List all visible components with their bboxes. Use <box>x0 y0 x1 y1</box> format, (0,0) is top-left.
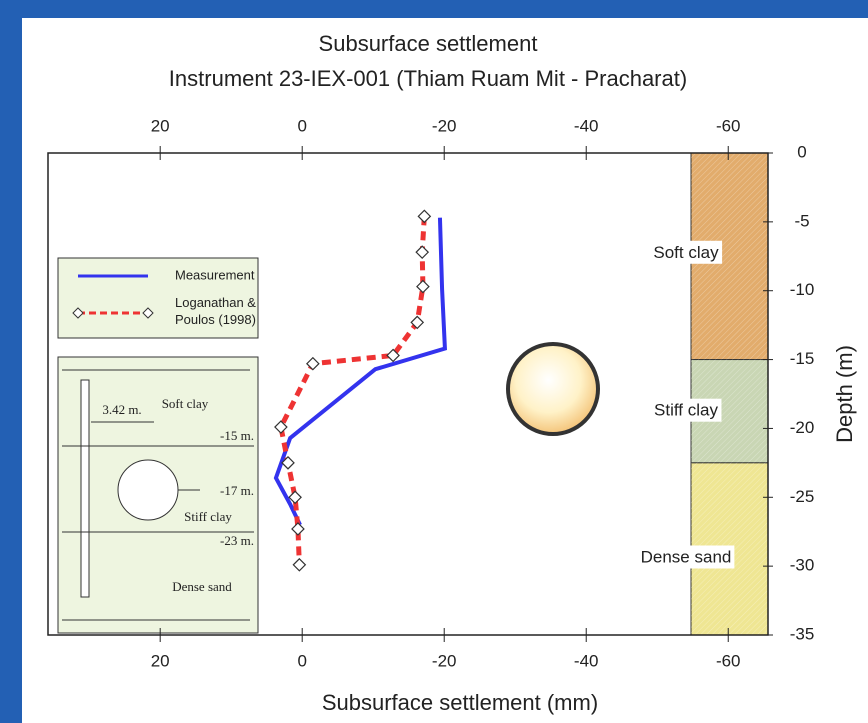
inset-label: Dense sand <box>172 579 232 594</box>
y-tick-label: -25 <box>790 487 815 506</box>
inset: Soft clay 3.42 m. -15 m. -17 m. Stiff cl… <box>57 356 259 634</box>
marker <box>386 348 400 363</box>
x-tick-label: -20 <box>432 116 457 135</box>
marker <box>292 557 307 572</box>
inset-label: Stiff clay <box>184 509 232 524</box>
y-tick-label: 0 <box>797 142 806 161</box>
marker <box>274 420 288 434</box>
y-tick-label: -20 <box>790 418 815 437</box>
soil-label: Stiff clay <box>654 401 718 420</box>
inset-label: Soft clay <box>162 396 209 411</box>
x-tick-label: -40 <box>574 116 599 135</box>
x-tick-label: -20 <box>432 651 457 670</box>
y-tick-label: -35 <box>790 624 815 643</box>
x-tick-label: -60 <box>716 651 741 670</box>
chart-title: Instrument 23-IEX-001 (Thiam Ruam Mit - … <box>169 66 687 91</box>
inset-label: -23 m. <box>220 533 254 548</box>
marker <box>291 522 305 536</box>
plot-frame <box>47 152 769 636</box>
legend-marker <box>72 307 84 319</box>
inset-label: 3.42 m. <box>102 402 141 417</box>
legend-label: Measurement <box>175 267 255 282</box>
inset-label: -15 m. <box>220 428 254 443</box>
soil-label: Dense sand <box>641 547 732 566</box>
soil-label: Soft clay <box>653 243 719 262</box>
marker <box>415 245 430 260</box>
x-tick-label: 20 <box>151 116 170 135</box>
x-tick-label: 0 <box>297 651 306 670</box>
legend-label: Loganathan & Poulos (1998) <box>175 295 256 327</box>
legend-marker <box>142 307 154 319</box>
soil-label-bg <box>637 545 735 569</box>
marker <box>416 279 430 294</box>
tunnel <box>506 342 600 436</box>
legend <box>57 257 259 339</box>
x-tick-label: 0 <box>297 116 306 135</box>
y-tick-label: -30 <box>790 556 815 575</box>
x-tick-label: -40 <box>574 651 599 670</box>
x-tick-label: -60 <box>716 116 741 135</box>
chart-title: Subsurface settlement <box>319 31 538 56</box>
x-tick-label: 20 <box>151 651 170 670</box>
inset-label: -17 m. <box>220 483 254 498</box>
soil-label-bg <box>650 240 723 264</box>
soil-label-bg <box>651 398 722 422</box>
marker <box>288 490 302 505</box>
marker <box>306 356 320 371</box>
y-tick-label: -10 <box>790 280 815 299</box>
y-tick-label: -5 <box>794 211 809 230</box>
y-tick-label: -15 <box>790 349 815 368</box>
y-axis-label: Depth (m) <box>832 345 857 443</box>
series-line <box>273 217 447 526</box>
marker <box>417 209 432 224</box>
marker <box>410 315 425 330</box>
marker <box>281 456 295 470</box>
x-axis-label: Subsurface settlement (mm) <box>322 690 598 715</box>
